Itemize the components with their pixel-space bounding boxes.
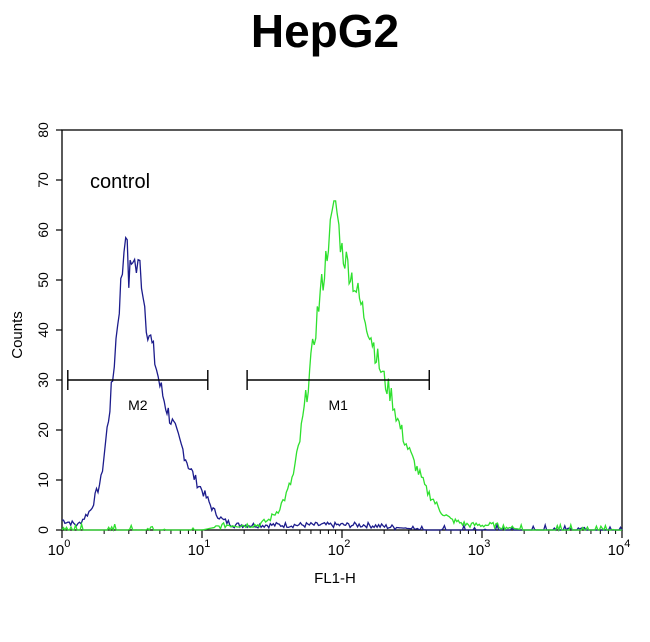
y-tick-label: 80 xyxy=(35,122,51,138)
y-tick-label: 30 xyxy=(35,372,51,388)
control-label: control xyxy=(90,171,150,193)
x-tick-base: 10 xyxy=(608,542,625,559)
x-tick-exponent: 2 xyxy=(344,538,350,550)
x-tick-label: 103 xyxy=(468,538,491,559)
series-line-1 xyxy=(61,200,622,533)
x-tick-exponent: 4 xyxy=(624,538,630,550)
x-tick-label: 104 xyxy=(608,538,631,559)
y-tick-label: 40 xyxy=(35,322,51,338)
x-axis-label: FL1-H xyxy=(314,570,356,587)
x-tick-label: 101 xyxy=(188,538,211,559)
y-axis-label: Counts xyxy=(9,311,26,359)
gate-label: M1 xyxy=(328,397,348,413)
gate-label: M2 xyxy=(128,397,148,413)
series-layer xyxy=(61,200,623,533)
x-tick-base: 10 xyxy=(188,542,205,559)
x-tick-label: 100 xyxy=(48,538,71,559)
y-tick-label: 50 xyxy=(35,272,51,288)
x-tick-exponent: 1 xyxy=(204,538,210,550)
y-tick-label: 10 xyxy=(35,472,51,488)
x-tick-base: 10 xyxy=(48,542,65,559)
chart-title: HepG2 xyxy=(250,5,400,57)
x-tick-label: 102 xyxy=(328,538,351,559)
y-tick-label: 0 xyxy=(35,526,51,534)
x-tick-exponent: 3 xyxy=(484,538,490,550)
y-tick-label: 70 xyxy=(35,172,51,188)
x-tick-base: 10 xyxy=(468,542,485,559)
y-tick-label: 60 xyxy=(35,222,51,238)
series-line-0 xyxy=(62,235,623,532)
x-axis: 100 101 102 103 104 xyxy=(48,530,631,559)
gate-layer: M2 M1 xyxy=(67,370,430,413)
y-tick-label: 20 xyxy=(35,422,51,438)
x-tick-exponent: 0 xyxy=(64,538,70,550)
x-tick-base: 10 xyxy=(328,542,345,559)
y-axis: 0 10 20 30 40 50 60 70 80 xyxy=(35,122,62,534)
